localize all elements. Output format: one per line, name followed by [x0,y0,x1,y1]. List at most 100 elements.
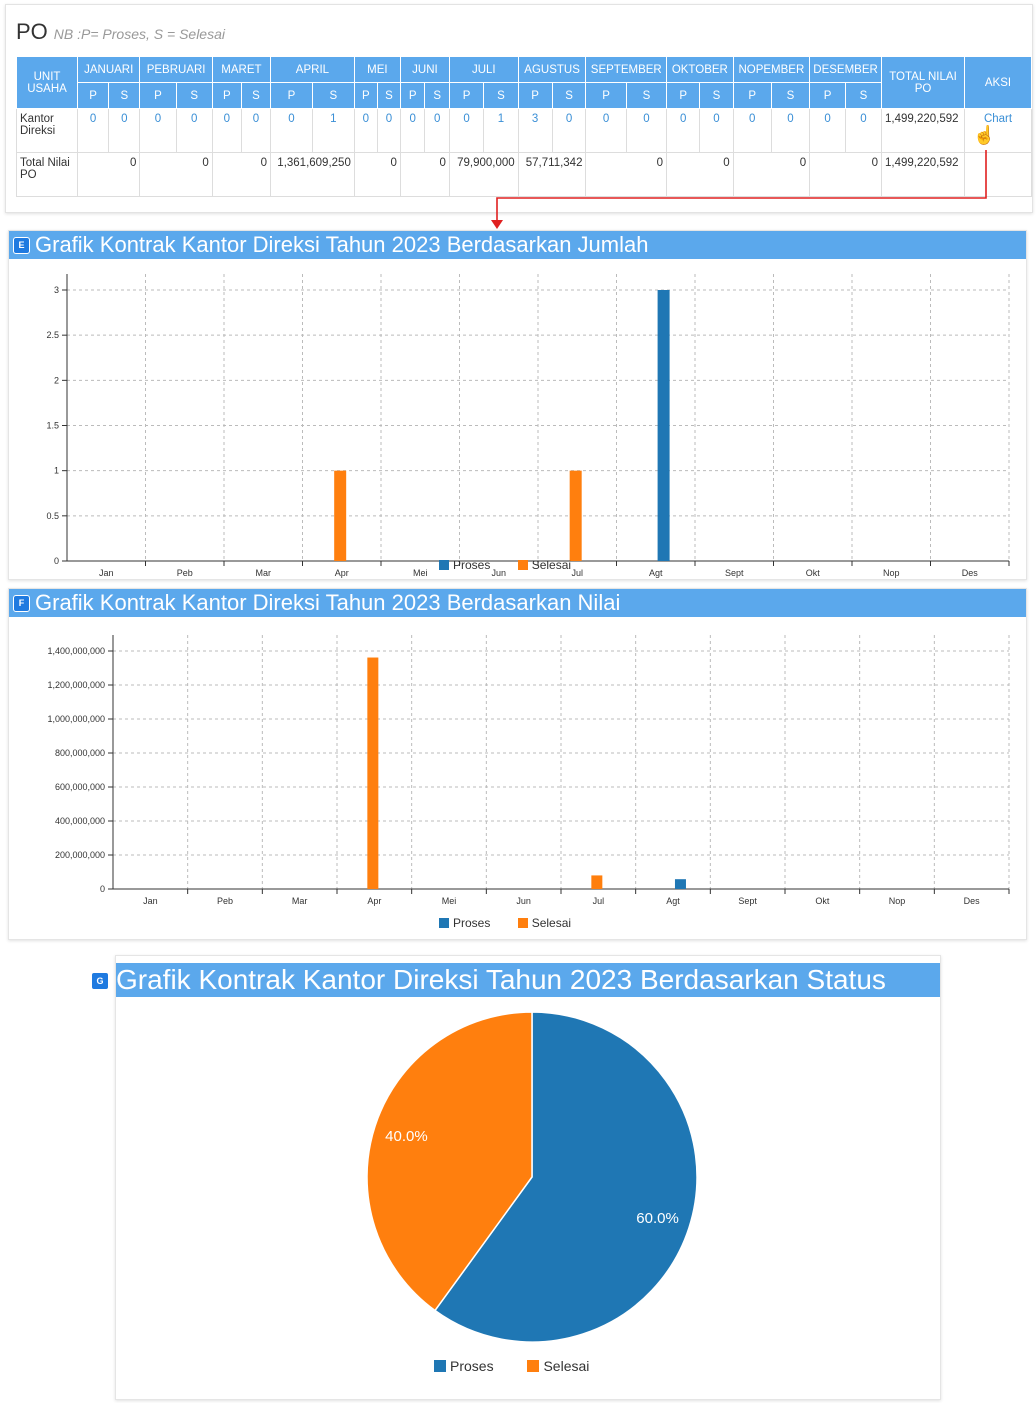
value-cell: 57,711,342 [517,152,587,197]
count-cell[interactable]: 0 [551,108,587,153]
y-tick-label: 2.5 [46,330,59,340]
chart-link[interactable]: Chart [983,113,1013,125]
x-tick-label: Apr [367,896,381,906]
legend-selesai-swatch [517,918,528,928]
value-cell: 0 [139,152,213,197]
count-cell[interactable]: 0 [699,108,734,153]
count-cell[interactable]: 0 [666,108,701,153]
bar-selesai-jul [569,470,582,561]
legend-proses: Proses [453,916,491,930]
legend-selesai: Selesai [531,916,572,930]
chart-nilai: 0 200,000,000 400,000,000 600,000,000 800,00… [47,635,1010,906]
x-tick-label: Des [964,896,981,906]
x-tick-label: Sept [725,568,744,578]
x-tick-label: Mei [413,568,428,578]
x-tick-label: Agt [649,568,663,578]
pointer-hand-icon: ☝ [973,125,996,145]
value-cell: 0 [399,152,450,197]
y-tick-label: 0.5 [46,511,59,521]
badge-e-icon: E [13,237,30,254]
legend-proses-swatch [434,1360,446,1372]
value-cell: 1,361,609,250 [270,152,355,197]
s-header: S [551,82,587,109]
chart-status: 60.0% 40.0% [366,1011,698,1343]
y-tick-label: 1,200,000,000 [47,680,105,690]
table-row: Total Nilai PO 0 0 0 1,361,609,250 0 0 79,900,0… [16,152,1032,197]
legend-selesai-swatch [527,1360,540,1372]
value-cell: 0 [666,152,734,197]
x-tick-label: Des [962,568,979,578]
s-header: S [770,82,811,109]
month-header-nopember: NOPEMBER [732,56,811,83]
panel-jumlah-title-text: Grafik Kontrak Kantor Direksi Tahun 2023… [35,232,649,257]
p-header: P [211,82,242,109]
pie-slice-proses [433,1011,698,1343]
panel-nilai-title-text: Grafik Kontrak Kantor Direksi Tahun 2023… [35,590,621,615]
x-tick-label: Peb [217,896,233,906]
panel-jumlah-title: E Grafik Kontrak Kantor Direksi Tahun 20… [9,231,1026,259]
y-tick-label: 1 [54,466,59,476]
p-header: P [666,82,701,109]
p-header: P [270,82,313,109]
aksi-cell: Chart [964,108,1032,153]
count-cell[interactable]: 1 [483,108,519,153]
x-tick-label: Jan [99,568,114,578]
value-cell: 0 [809,152,882,197]
p-header: P [585,82,627,109]
bar-selesai-apr [367,657,379,889]
count-cell[interactable]: 0 [585,108,627,153]
x-tick-label: Agt [666,896,680,906]
x-tick-label: Jun [491,568,506,578]
s-header: S [108,82,141,109]
chart-link-arrow [491,150,987,229]
p-header: P [448,82,485,109]
y-tick-label: 800,000,000 [55,748,105,758]
p-header: P [76,82,110,109]
count-cell[interactable]: 0 [108,108,141,153]
panel-jumlah: E Grafik Kontrak Kantor Direksi Tahun 20… [8,230,1027,580]
bar-selesai-apr [334,470,347,561]
x-tick-label: Nop [889,896,906,906]
p-header: P [732,82,772,109]
month-header-juni: JUNI [399,56,450,83]
legend-selesai: Selesai [531,558,572,572]
bar-proses-agt [657,290,670,561]
p-header: P [399,82,426,109]
badge-g-icon: G [91,972,109,990]
x-tick-label: Jan [143,896,158,906]
po-heading: PO NB :P= Proses, S = Selesai [16,19,225,45]
s-header: S [376,82,401,109]
table-row: Kantor Direksi 0 0 0 0 0 0 0 1 0 0 0 0 0 1 3 0 0 0 0 0 0 0 0 0 1,… [16,108,1032,153]
pie-label-selesai: 40.0% [385,1128,428,1145]
value-cell: 0 [585,152,668,197]
empty-cell [964,152,1032,197]
bar-selesai-jul [591,875,603,889]
pie-slice-selesai [366,1011,533,1312]
panel-status-title-text: Grafik Kontrak Kantor Direksi Tahun 2023… [116,964,886,995]
bar-proses-agt [674,879,686,889]
month-header-januari: JANUARI [76,56,141,83]
y-tick-label: 200,000,000 [55,850,105,860]
legend-status: Proses Selesai [434,1358,589,1374]
count-cell[interactable]: 0 [376,108,401,153]
value-cell: 0 [353,152,401,197]
s-header: S [699,82,734,109]
legend-proses: Proses [450,1358,494,1374]
count-cell[interactable]: 0 [424,108,450,153]
s-header: S [625,82,668,109]
total-cell: 1,499,220,592 [881,108,965,153]
legend-selesai: Selesai [543,1358,590,1374]
x-tick-label: Okt [806,568,821,578]
x-tick-label: Jun [516,896,531,906]
s-header: S [240,82,272,109]
y-tick-label: 0 [54,556,59,566]
month-header-september: SEPTEMBER [585,56,668,83]
month-header-mei: MEI [353,56,401,83]
p-header: P [353,82,378,109]
count-cell[interactable]: 0 [625,108,668,153]
y-tick-label: 0 [100,884,105,894]
legend-selesai-swatch [517,560,528,570]
legend-nilai: Proses Selesai [439,916,571,930]
month-header-juli: JULI [448,56,519,83]
value-cell: 0 [76,152,141,197]
